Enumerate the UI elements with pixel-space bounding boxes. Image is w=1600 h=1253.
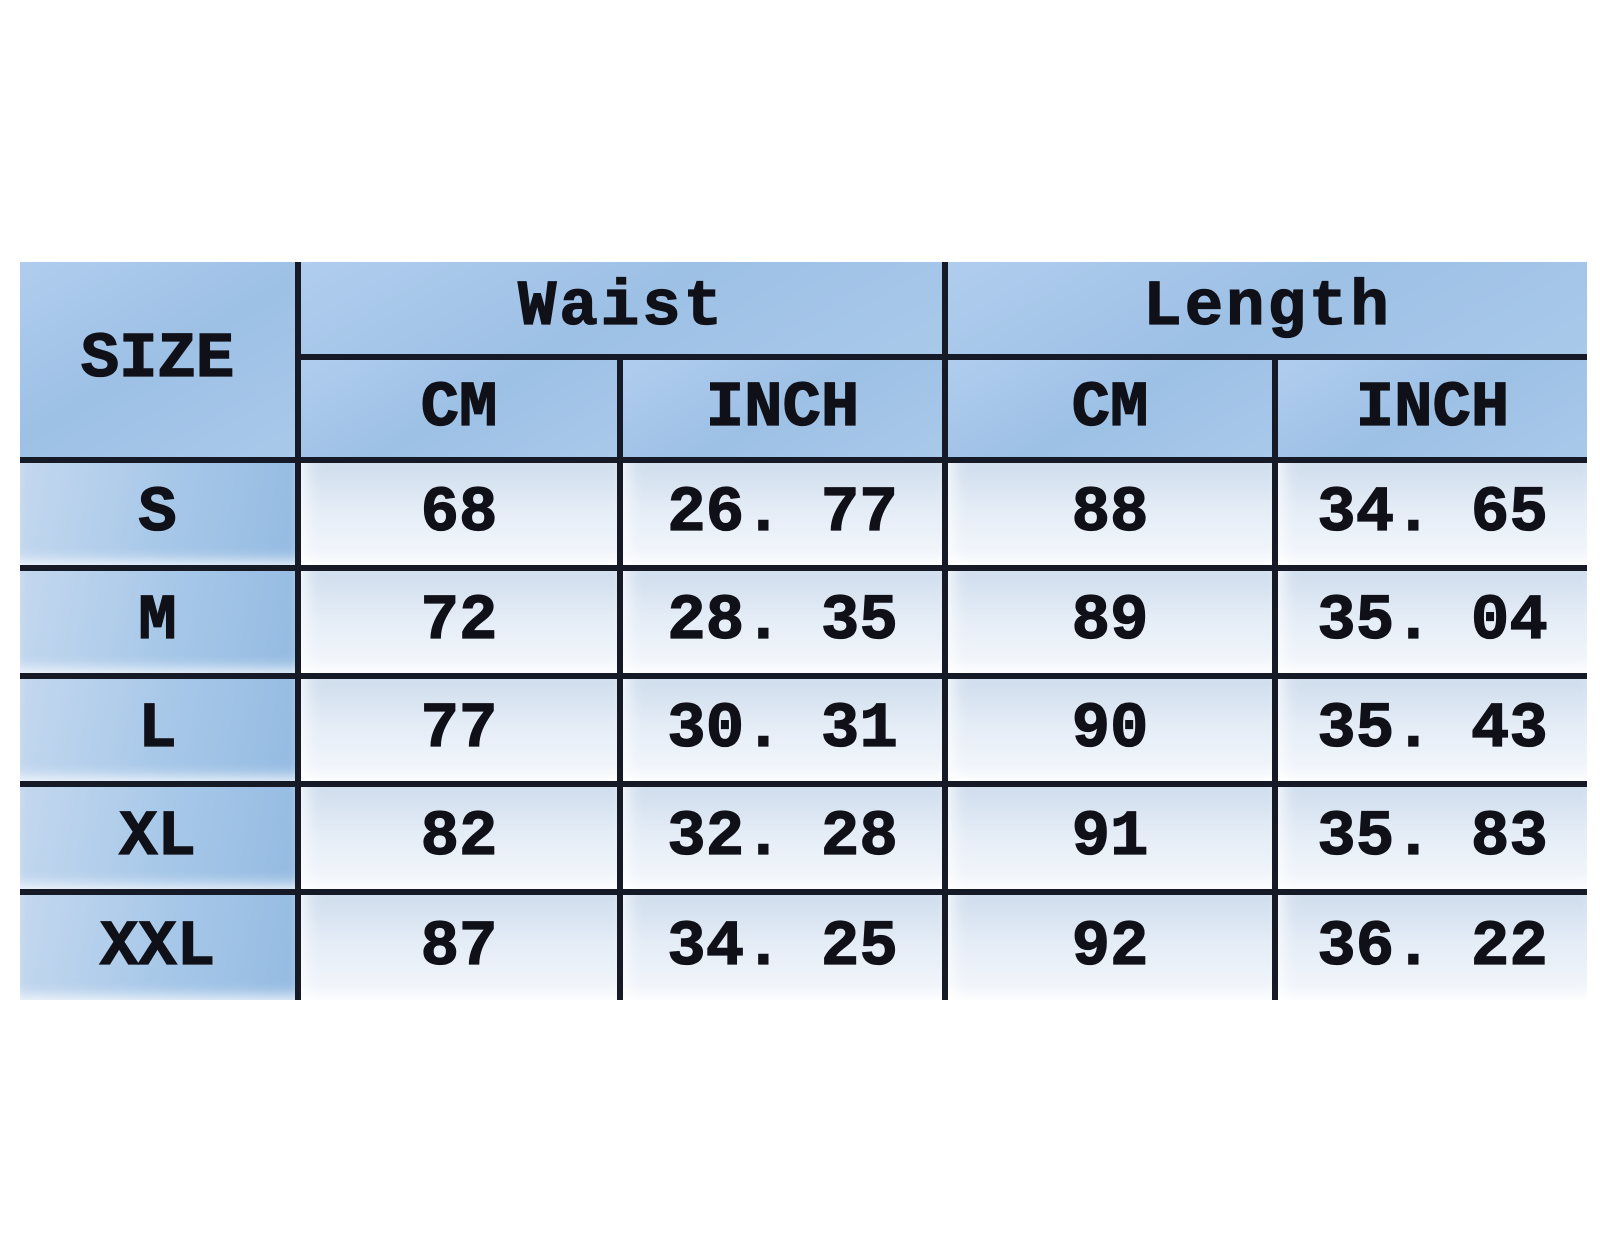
length-cm-cell: 89 <box>942 565 1278 679</box>
header-size: SIZE <box>20 262 301 463</box>
waist-inch-cell: 30. 31 <box>617 673 948 787</box>
length-inch-cell: 34. 65 <box>1272 457 1587 571</box>
length-inch-cell: 35. 83 <box>1272 781 1587 895</box>
length-inch-cell: 36. 22 <box>1272 889 1587 1000</box>
table-row-xl: XL 82 32. 28 91 35. 83 <box>20 781 1587 895</box>
subheader-waist-inch: INCH <box>617 354 948 463</box>
waist-inch-cell: 26. 77 <box>617 457 948 571</box>
table-row-m: M 72 28. 35 89 35. 04 <box>20 565 1587 679</box>
length-cm-cell: 88 <box>942 457 1278 571</box>
subheader-length-cm: CM <box>942 354 1278 463</box>
size-cell: S <box>20 457 301 571</box>
size-cell: XXL <box>20 889 301 1000</box>
size-chart-table: SIZE Waist Length CM INCH CM INCH S 68 2… <box>20 262 1587 1000</box>
table-row-s: S 68 26. 77 88 34. 65 <box>20 457 1587 571</box>
waist-cm-cell: 77 <box>295 673 623 787</box>
size-cell: L <box>20 673 301 787</box>
table-row-xxl: XXL 87 34. 25 92 36. 22 <box>20 889 1587 1000</box>
waist-cm-cell: 82 <box>295 781 623 895</box>
waist-cm-cell: 68 <box>295 457 623 571</box>
header-group-waist: Waist <box>295 262 948 360</box>
header-group-row: SIZE Waist Length <box>20 262 1587 463</box>
waist-cm-cell: 87 <box>295 889 623 1000</box>
length-inch-cell: 35. 04 <box>1272 565 1587 679</box>
subheader-length-inch: INCH <box>1272 354 1587 463</box>
length-cm-cell: 91 <box>942 781 1278 895</box>
size-cell: M <box>20 565 301 679</box>
length-cm-cell: 90 <box>942 673 1278 787</box>
table-row-l: L 77 30. 31 90 35. 43 <box>20 673 1587 787</box>
subheader-waist-cm: CM <box>295 354 623 463</box>
waist-inch-cell: 28. 35 <box>617 565 948 679</box>
length-cm-cell: 92 <box>942 889 1278 1000</box>
header-group-length: Length <box>942 262 1587 360</box>
header-sub-row: CM INCH CM INCH <box>20 354 1587 463</box>
waist-inch-cell: 32. 28 <box>617 781 948 895</box>
length-inch-cell: 35. 43 <box>1272 673 1587 787</box>
size-cell: XL <box>20 781 301 895</box>
waist-inch-cell: 34. 25 <box>617 889 948 1000</box>
waist-cm-cell: 72 <box>295 565 623 679</box>
